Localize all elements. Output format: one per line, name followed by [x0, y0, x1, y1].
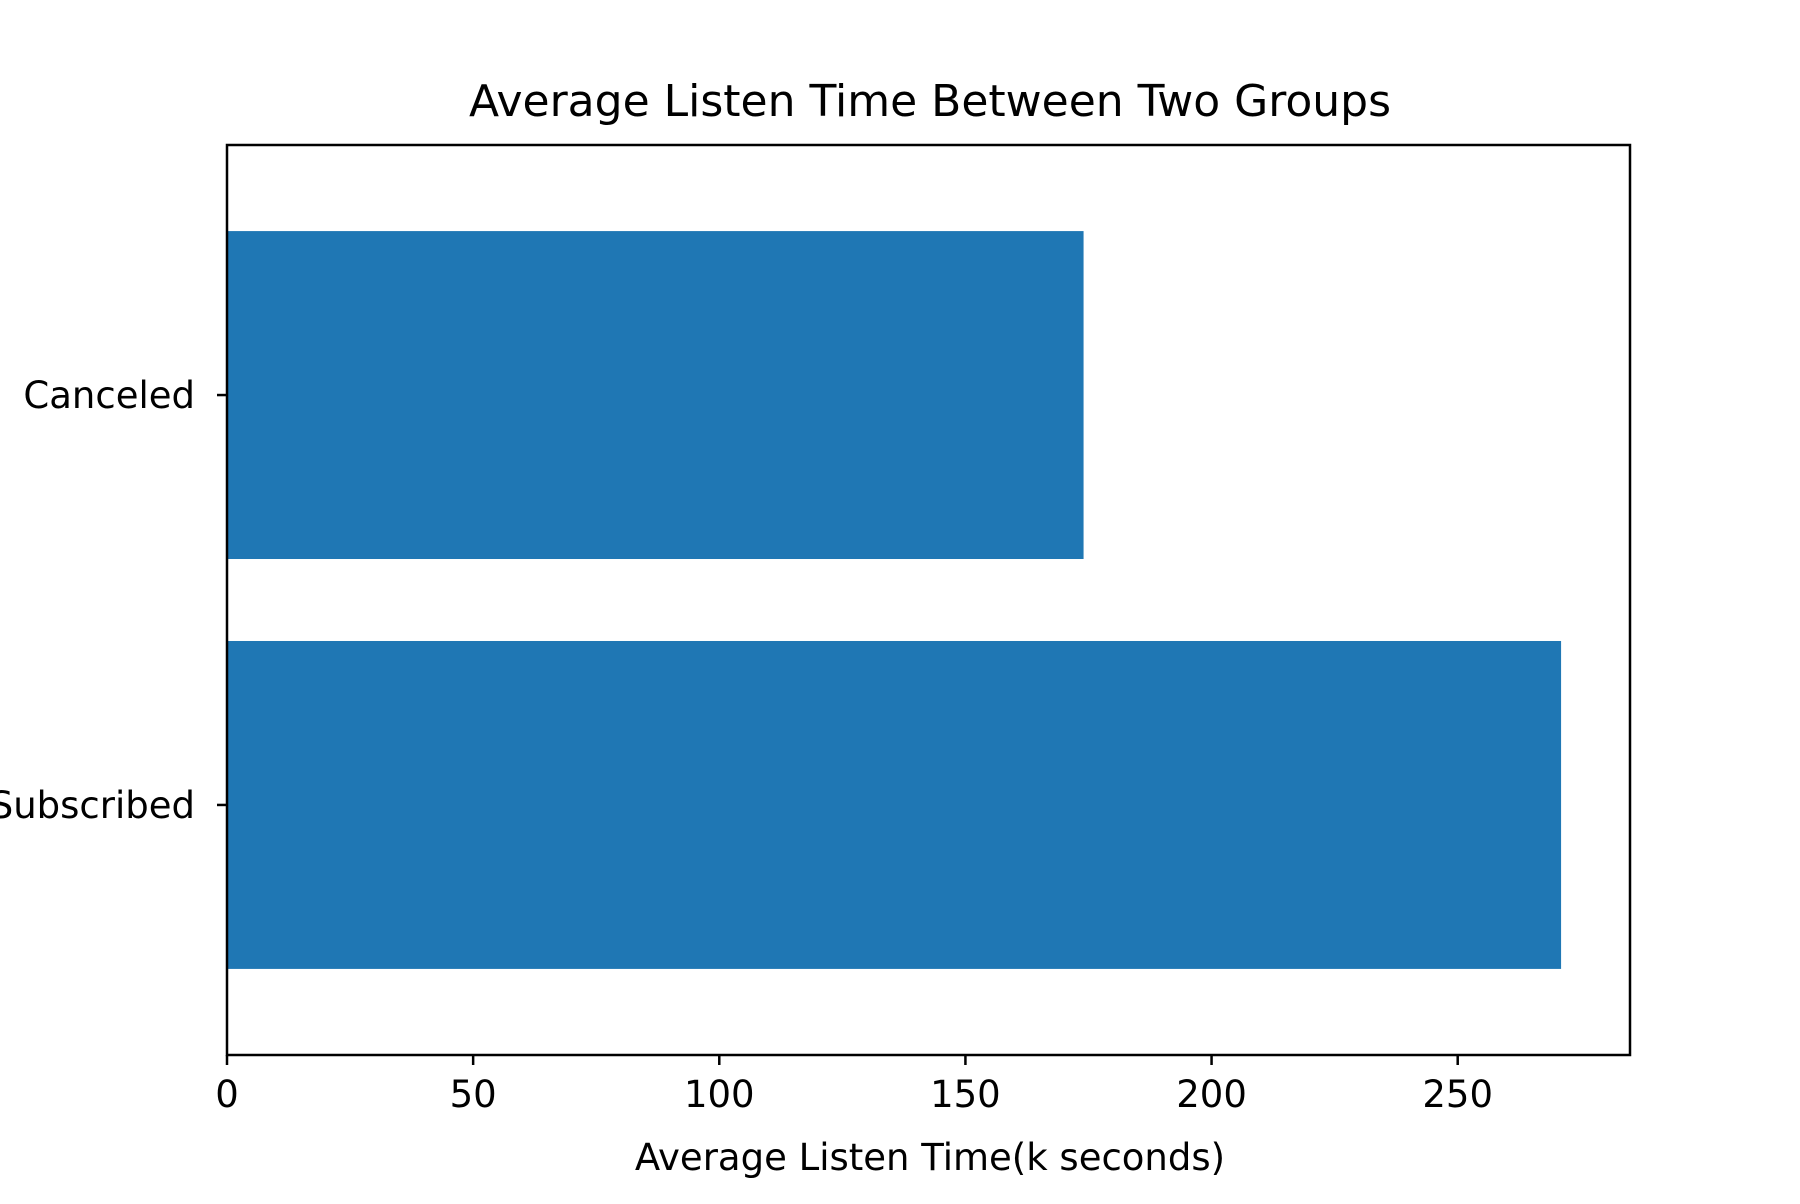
bar-subscribed	[227, 640, 1562, 969]
x-tick-label-150: 150	[930, 1073, 1001, 1116]
x-tick-label-0: 0	[215, 1073, 239, 1116]
plot-frame	[225, 143, 1632, 1057]
chart-title: Average Listen Time Between Two Groups	[469, 76, 1391, 127]
x-axis-label: Average Listen Time(k seconds)	[635, 1136, 1225, 1179]
x-tick-label-50: 50	[450, 1073, 497, 1116]
x-tick-label-100: 100	[684, 1073, 755, 1116]
y-tick-label-canceled: Canceled	[23, 374, 195, 417]
ticks-layer: Canceled Subscribed 0 50 100 150 200 250	[0, 374, 1493, 1116]
bars-layer	[227, 231, 1562, 969]
x-tick-label-200: 200	[1176, 1073, 1247, 1116]
y-tick-label-subscribed: Subscribed	[0, 784, 195, 827]
x-tick-label-250: 250	[1422, 1073, 1493, 1116]
bar-canceled	[227, 231, 1084, 560]
